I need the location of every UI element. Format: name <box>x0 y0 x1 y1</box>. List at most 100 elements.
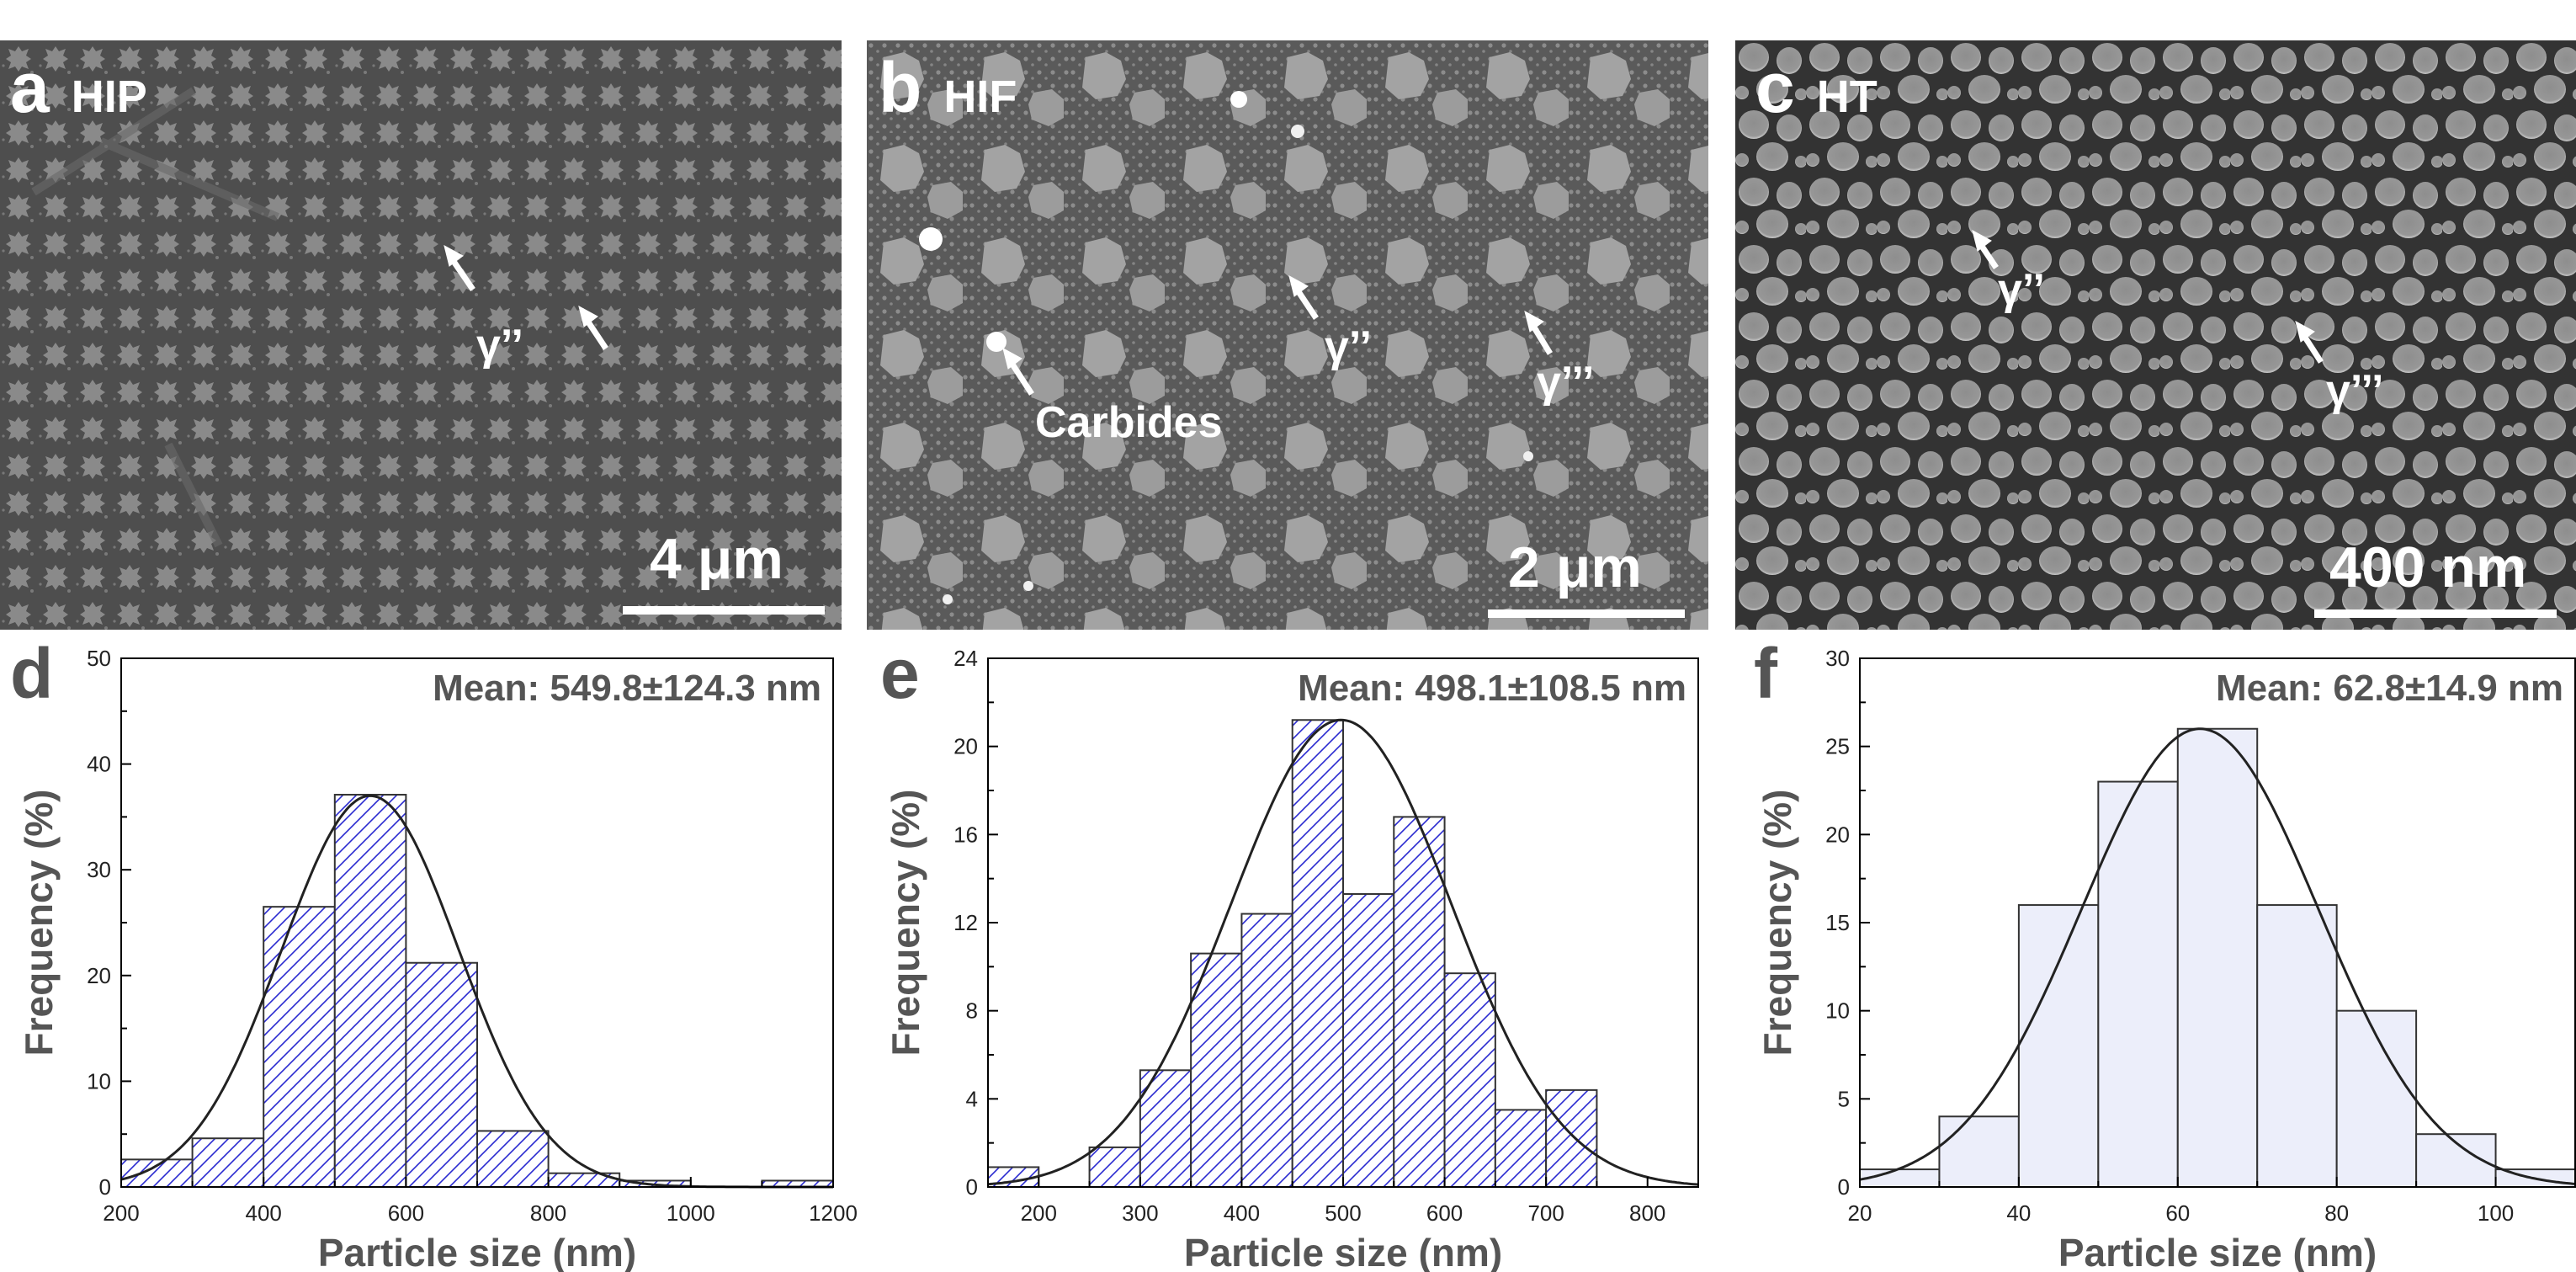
x-axis-label: Particle size (nm) <box>1184 1231 1502 1272</box>
panel-condition: HIF <box>943 72 1017 122</box>
y-tick-label: 4 <box>966 1086 978 1111</box>
histogram-bar <box>263 906 336 1188</box>
histogram-bar <box>1088 1146 1141 1189</box>
scale-bar-label: 2 μm <box>1508 535 1642 599</box>
sem-image-a <box>0 40 842 630</box>
y-tick-label: 15 <box>1825 910 1850 935</box>
x-tick-label: 200 <box>1021 1200 1057 1226</box>
x-tick-label: 60 <box>2165 1200 2190 1226</box>
x-tick-label: 400 <box>1224 1200 1260 1226</box>
histogram-bar <box>2176 727 2259 1188</box>
x-tick-label: 800 <box>530 1200 566 1226</box>
x-tick-label: 20 <box>1848 1200 1872 1226</box>
x-tick-label: 1200 <box>809 1200 858 1226</box>
x-tick-label: 400 <box>246 1200 282 1226</box>
x-tick-label: 200 <box>103 1200 139 1226</box>
scale-bar <box>1488 609 1685 618</box>
arrow-icon <box>1002 275 1553 396</box>
histogram-bar <box>2097 780 2179 1189</box>
histogram-f: 20 40 60 80 100 0 5 10 15 20 25 30 Particle size (nm… <box>1755 646 2576 1272</box>
panel-letter: b <box>879 48 922 127</box>
y-tick-label: 25 <box>1825 734 1850 759</box>
histogram-bar <box>2017 904 2100 1188</box>
histogram-bar <box>1240 913 1293 1188</box>
gamma-double-prime-label: γ’’ <box>476 321 523 370</box>
y-tick-label: 5 <box>1838 1086 1850 1111</box>
histogram-bar <box>1139 1069 1192 1189</box>
carbides-label: Carbides <box>1035 398 1223 447</box>
panel-c-label: c HT <box>1755 52 1878 123</box>
histogram-bar <box>1190 952 1243 1188</box>
histogram-d: 200 400 600 800 1000 1200 0 10 20 30 40 50 Particle … <box>17 646 858 1272</box>
gamma-double-prime-label: γ’’ <box>1325 322 1372 371</box>
y-tick-label: 30 <box>87 857 111 882</box>
mean-annotation: Mean: 549.8±124.3 nm <box>433 668 821 709</box>
histogram-bar <box>1443 972 1496 1188</box>
histogram-bar <box>333 794 407 1189</box>
y-axis-label: Frequency (%) <box>884 790 927 1056</box>
histogram-bar <box>547 1172 621 1188</box>
panel-letter-f: f <box>1754 634 1777 713</box>
histogram-bar <box>1291 719 1345 1189</box>
histogram-bar <box>1494 1109 1548 1189</box>
scale-bar <box>623 606 825 615</box>
gaussian-fit-curve <box>987 718 1699 1186</box>
gamma-double-prime-label: γ’’ <box>1998 265 2045 314</box>
y-tick-label: 16 <box>953 822 978 847</box>
histogram-bar <box>2335 1009 2418 1188</box>
y-tick-label: 12 <box>953 910 978 935</box>
x-tick-label: 800 <box>1629 1200 1665 1226</box>
x-tick-label: 40 <box>2006 1200 2031 1226</box>
x-tick-label: 1000 <box>667 1200 715 1226</box>
histogram-e: 200 300 400 500 600 700 800 0 4 8 12 16 20 24 Particle… <box>884 646 1699 1272</box>
sem-texture-c <box>1735 40 2576 630</box>
panel-condition: HIP <box>71 72 147 122</box>
panel-letter: c <box>1755 48 1795 127</box>
gamma-triple-prime-label: γ’’’ <box>2326 366 2384 415</box>
histogram-bar <box>2256 904 2338 1188</box>
y-tick-label: 20 <box>1825 822 1850 847</box>
arrow-icon <box>443 245 608 350</box>
mean-annotation: Mean: 498.1±108.5 nm <box>1298 668 1686 709</box>
mean-annotation: Mean: 62.8±14.9 nm <box>2216 668 2563 709</box>
panel-letter-d: d <box>10 634 54 713</box>
panel-letter-e: e <box>880 634 920 713</box>
y-tick-label: 20 <box>87 963 111 988</box>
x-tick-label: 500 <box>1325 1200 1361 1226</box>
y-axis-label: Frequency (%) <box>17 790 61 1056</box>
x-tick-label: 100 <box>2478 1200 2514 1226</box>
panel-condition: HT <box>1816 72 1878 122</box>
y-tick-label: 0 <box>99 1174 111 1200</box>
sem-image-c <box>1735 40 2576 630</box>
histogram-bar <box>476 1130 550 1189</box>
gaussian-fit-curve <box>1859 727 2576 1185</box>
x-tick-label: 300 <box>1122 1200 1158 1226</box>
y-tick-label: 40 <box>87 752 111 777</box>
histogram-bar <box>191 1137 265 1188</box>
x-tick-label: 600 <box>388 1200 424 1226</box>
y-tick-label: 10 <box>87 1068 111 1094</box>
sem-texture-a <box>0 40 842 630</box>
y-tick-label: 50 <box>87 646 111 671</box>
y-tick-label: 0 <box>1838 1174 1850 1200</box>
y-tick-label: 10 <box>1825 998 1850 1024</box>
x-axis-label: Particle size (nm) <box>318 1231 636 1272</box>
scale-bar-label: 400 nm <box>2329 535 2527 599</box>
x-axis-label: Particle size (nm) <box>2058 1231 2377 1272</box>
sem-texture-b <box>867 40 1708 630</box>
panel-letter: a <box>10 48 50 127</box>
histogram-bar <box>405 961 478 1188</box>
sem-image-b <box>867 40 1708 630</box>
y-tick-label: 8 <box>966 998 978 1024</box>
panel-a-label: a HIP <box>10 52 147 123</box>
y-tick-label: 30 <box>1825 646 1850 671</box>
x-tick-label: 600 <box>1426 1200 1463 1226</box>
y-tick-label: 20 <box>953 734 978 759</box>
scale-bar-label: 4 μm <box>650 527 783 591</box>
histogram-bar <box>120 1158 194 1188</box>
histogram-bar <box>1545 1088 1598 1188</box>
x-tick-label: 80 <box>2324 1200 2349 1226</box>
gamma-triple-prime-label: γ’’’ <box>1537 358 1595 407</box>
x-tick-label: 700 <box>1527 1200 1564 1226</box>
arrow-icon <box>1972 230 2324 364</box>
